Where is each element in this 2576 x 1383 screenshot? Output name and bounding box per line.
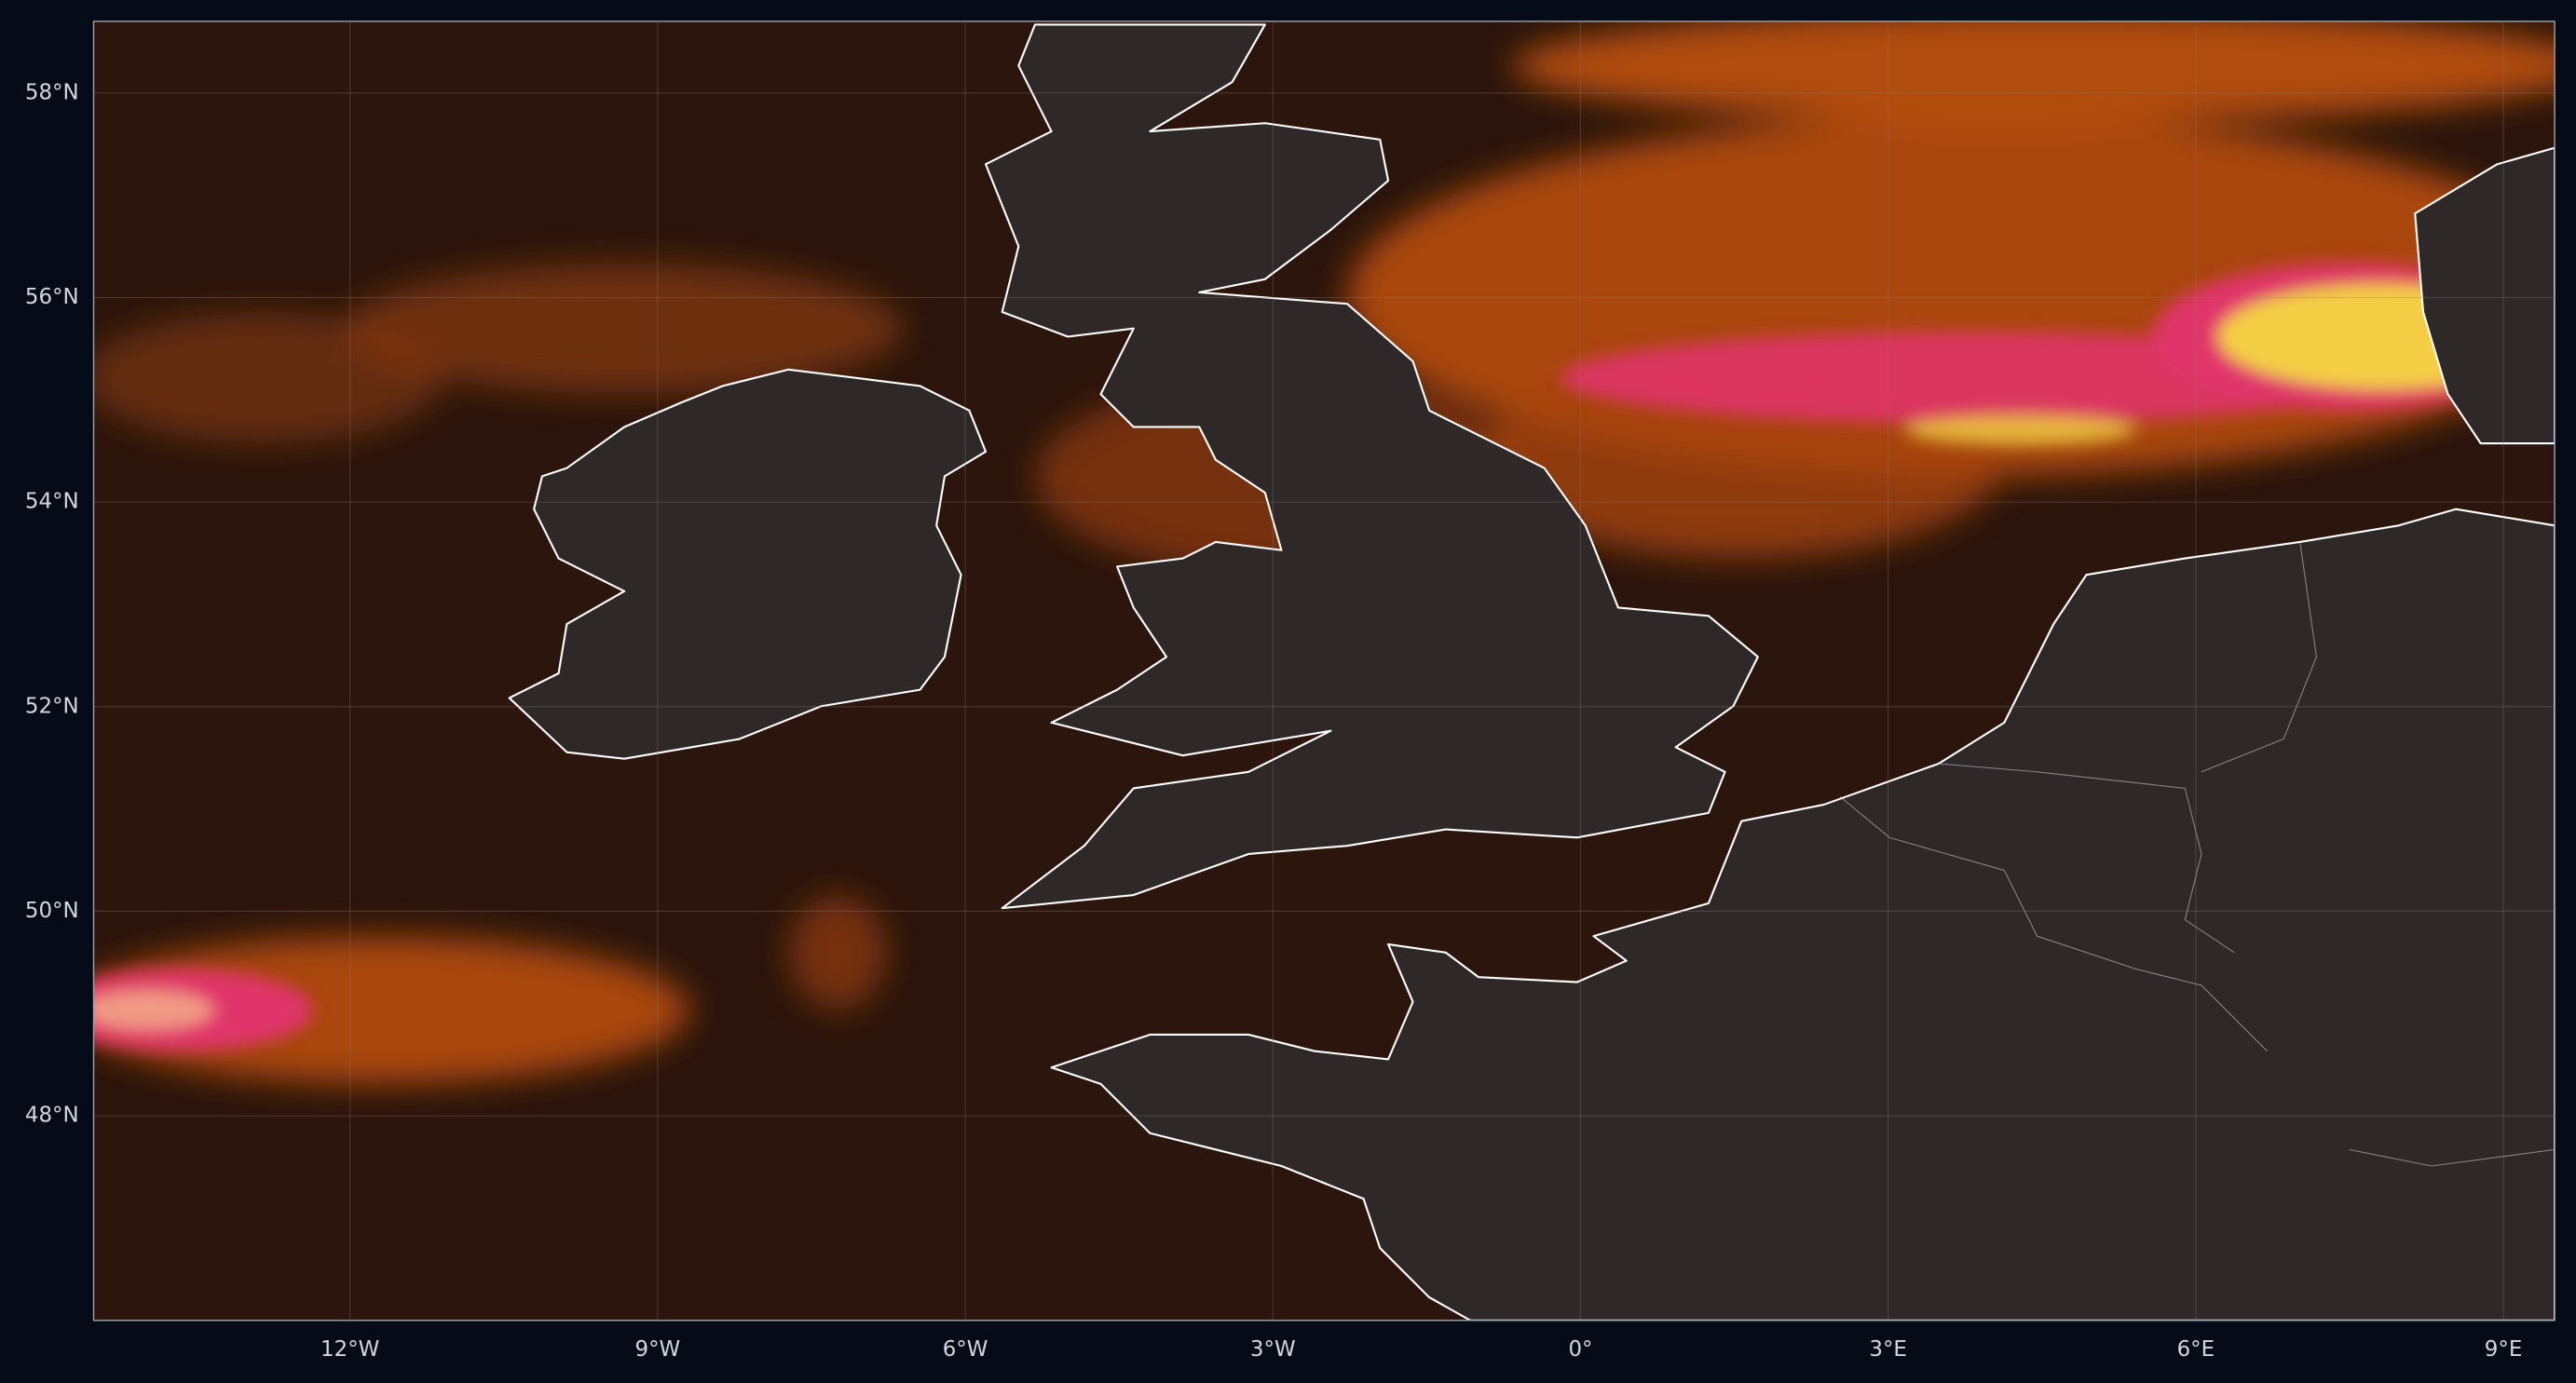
lon-tick-label: 9°W <box>635 1337 681 1362</box>
lat-tick-label: 58°N <box>25 80 79 104</box>
denmark <box>2414 146 2556 445</box>
lat-tick-label: 50°N <box>25 899 79 923</box>
ireland <box>508 368 988 760</box>
graticule <box>93 20 2556 1321</box>
lat-tick-label: 56°N <box>25 285 79 309</box>
lon-tick-label: 3°E <box>1869 1337 1907 1362</box>
borders <box>1839 541 2556 1167</box>
map-frame: 58°N 56°N 54°N 52°N 50°N 48°N 12°W 9°W 6°W 3°W 0° 3… <box>25 20 2556 1362</box>
landmass <box>508 23 2556 1321</box>
lon-tick-label: 3°W <box>1250 1337 1296 1362</box>
continent <box>1050 508 2556 1321</box>
lon-tick-label: 6°E <box>2177 1337 2215 1362</box>
lat-tick-label: 52°N <box>25 694 79 718</box>
map-border <box>92 20 2556 1322</box>
lon-tick-label: 9°E <box>2485 1337 2523 1362</box>
great-britain <box>984 23 1759 910</box>
lon-tick-label: 0° <box>1568 1337 1592 1362</box>
lon-tick-label: 6°W <box>943 1337 988 1362</box>
lat-tick-label: 48°N <box>25 1104 79 1128</box>
lon-tick-label: 12°W <box>320 1337 379 1362</box>
precipitation <box>93 20 2556 1321</box>
map-area <box>93 20 2556 1321</box>
lat-tick-label: 54°N <box>25 490 79 514</box>
